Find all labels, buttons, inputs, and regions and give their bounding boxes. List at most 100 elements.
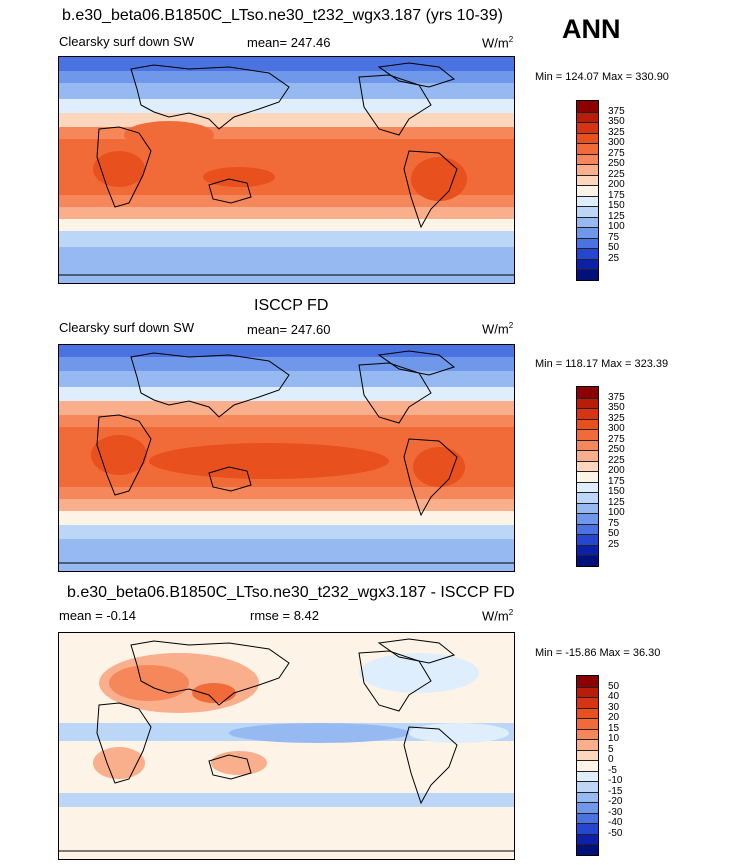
panel-3-title: b.e30_beta06.B1850C_LTso.ne30_t232_wgx3.…: [67, 584, 515, 601]
colorbar-tick-label: 250: [608, 444, 625, 456]
colorbar-tick-label: 250: [608, 158, 625, 170]
colorbar-box: [577, 237, 598, 249]
colorbar-box: [577, 269, 598, 280]
colorbar-tick-label: 325: [608, 126, 625, 138]
colorbar-box: [577, 248, 598, 259]
colorbar-tick-label: 200: [608, 465, 625, 477]
colorbar-box: [577, 728, 598, 740]
colorbar-box: [577, 791, 598, 803]
panel-2-mean-label: mean= 247.60: [247, 322, 331, 337]
colorbar-box: [577, 513, 598, 524]
colorbar-box: [577, 460, 598, 472]
colorbar-box: [577, 387, 598, 398]
colorbar-tick-label: -30: [608, 806, 623, 818]
colorbar-box: [577, 823, 598, 834]
colorbar-tick-label: 10: [608, 733, 620, 745]
colorbar-box: [577, 122, 598, 133]
panel-1-mean-label: mean= 247.46: [247, 35, 331, 50]
colorbar-tick-label: 225: [608, 454, 625, 466]
colorbar-tick-label: 15: [608, 722, 620, 734]
colorbar-tick-label: 30: [608, 701, 620, 713]
colorbar-box: [577, 132, 598, 144]
colorbar-box: [577, 143, 598, 154]
panel-3-minmax: Min = -15.86 Max = 36.30: [535, 647, 661, 659]
colorbar-tick-label: 100: [608, 221, 625, 233]
colorbar-box: [577, 258, 598, 270]
colorbar-tick-label: 200: [608, 179, 625, 191]
colorbar-box: [577, 111, 598, 123]
colorbar-tick-label: -5: [608, 764, 617, 776]
colorbar-tick-label: 5: [608, 743, 614, 755]
colorbar-box: [577, 707, 598, 719]
colorbar-box: [577, 739, 598, 750]
panel-1-title: b.e30_beta06.B1850C_LTso.ne30_t232_wgx3.…: [62, 7, 503, 24]
colorbar-box: [577, 502, 598, 514]
colorbar-box: [577, 418, 598, 430]
colorbar-box: [577, 523, 598, 535]
panel-3-map: [58, 632, 515, 860]
colorbar-tick-label: 300: [608, 423, 625, 435]
colorbar-box: [577, 844, 598, 855]
panel-2-variable-label: Clearsky surf down SW: [59, 320, 195, 335]
colorbar-tick-label: 75: [608, 231, 620, 243]
colorbar-box: [577, 760, 598, 771]
colorbar-tick-label: 50: [608, 680, 620, 692]
colorbar-box: [577, 833, 598, 845]
colorbar-box: [577, 492, 598, 503]
panel-1-map: [58, 56, 515, 284]
colorbar-tick-label: 100: [608, 507, 625, 519]
panel-2-minmax: Min = 118.17 Max = 323.39: [535, 358, 669, 370]
colorbar-box: [577, 544, 598, 556]
colorbar-tick-label: 150: [608, 200, 625, 212]
colorbar-tick-label: 40: [608, 691, 620, 703]
colorbar-tick-label: 375: [608, 105, 625, 117]
colorbar-box: [577, 555, 598, 566]
panel-2-title: ISCCP FD: [254, 297, 329, 314]
colorbar-tick-label: 75: [608, 517, 620, 529]
colorbar-tick-label: 0: [608, 754, 614, 766]
colorbar-box: [577, 676, 598, 687]
colorbar-tick-label: 50: [608, 528, 620, 540]
colorbar-box: [577, 195, 598, 207]
colorbar-tick-label: 275: [608, 433, 625, 445]
colorbar-box: [577, 812, 598, 824]
colorbar-tick-label: 125: [608, 210, 625, 222]
colorbar-box: [577, 216, 598, 228]
colorbar-box: [577, 174, 598, 186]
colorbar-box: [577, 206, 598, 217]
colorbar-box: [577, 471, 598, 482]
panel-2-colorbar: [576, 386, 599, 567]
colorbar-box: [577, 749, 598, 761]
colorbar-box: [577, 781, 598, 792]
panel-3-mean-label: mean = -0.14: [59, 608, 136, 623]
panel-1-colorbar: [576, 100, 599, 281]
colorbar-box: [577, 481, 598, 493]
colorbar-tick-label: -50: [608, 827, 623, 839]
colorbar-tick-label: 350: [608, 402, 625, 414]
colorbar-tick-label: 375: [608, 391, 625, 403]
colorbar-box: [577, 164, 598, 175]
colorbar-tick-label: 325: [608, 412, 625, 424]
colorbar-box: [577, 397, 598, 409]
colorbar-tick-label: 350: [608, 116, 625, 128]
panel-2-map-field: [59, 345, 514, 571]
colorbar-tick-label: 175: [608, 475, 625, 487]
panel-1-minmax: Min = 124.07 Max = 330.90: [535, 71, 669, 83]
panel-2-map: [58, 344, 515, 572]
colorbar-tick-label: 225: [608, 168, 625, 180]
colorbar-box: [577, 408, 598, 419]
panel-3-units: W/m2: [482, 608, 514, 624]
colorbar-box: [577, 153, 598, 165]
colorbar-tick-label: -10: [608, 775, 623, 787]
season-label: ANN: [562, 14, 621, 44]
colorbar-tick-label: 50: [608, 242, 620, 254]
colorbar-tick-label: 150: [608, 486, 625, 498]
colorbar-tick-label: 25: [608, 538, 620, 550]
colorbar-tick-label: 20: [608, 712, 620, 724]
colorbar-box: [577, 185, 598, 196]
colorbar-tick-label: 275: [608, 147, 625, 159]
colorbar-tick-label: 175: [608, 189, 625, 201]
colorbar-box: [577, 770, 598, 782]
colorbar-box: [577, 227, 598, 238]
colorbar-box: [577, 534, 598, 545]
